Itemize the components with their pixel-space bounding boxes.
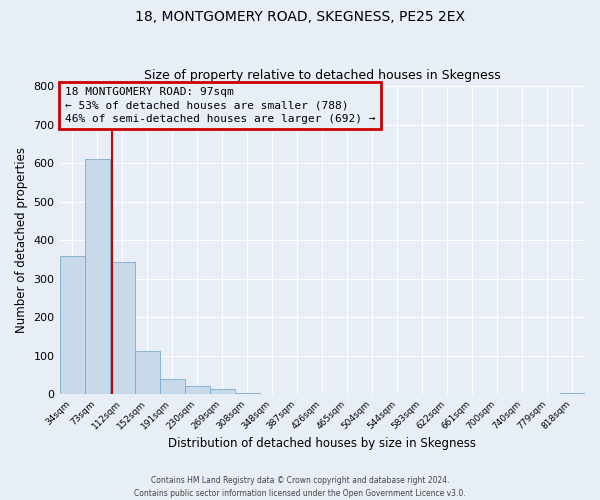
Title: Size of property relative to detached houses in Skegness: Size of property relative to detached ho… (144, 69, 500, 82)
Bar (85, 159, 110, 394)
Bar (110, 262, 134, 394)
Bar (160, 379, 185, 394)
Y-axis label: Number of detached properties: Number of detached properties (15, 147, 28, 333)
Bar (185, 386, 209, 394)
Text: 18, MONTGOMERY ROAD, SKEGNESS, PE25 2EX: 18, MONTGOMERY ROAD, SKEGNESS, PE25 2EX (135, 10, 465, 24)
Bar (209, 390, 235, 394)
Bar (59, 256, 85, 394)
Bar (134, 350, 160, 395)
Bar (235, 392, 260, 394)
X-axis label: Distribution of detached houses by size in Skegness: Distribution of detached houses by size … (168, 437, 476, 450)
Text: Contains HM Land Registry data © Crown copyright and database right 2024.
Contai: Contains HM Land Registry data © Crown c… (134, 476, 466, 498)
Text: 18 MONTGOMERY ROAD: 97sqm
← 53% of detached houses are smaller (788)
46% of semi: 18 MONTGOMERY ROAD: 97sqm ← 53% of detac… (65, 88, 375, 124)
